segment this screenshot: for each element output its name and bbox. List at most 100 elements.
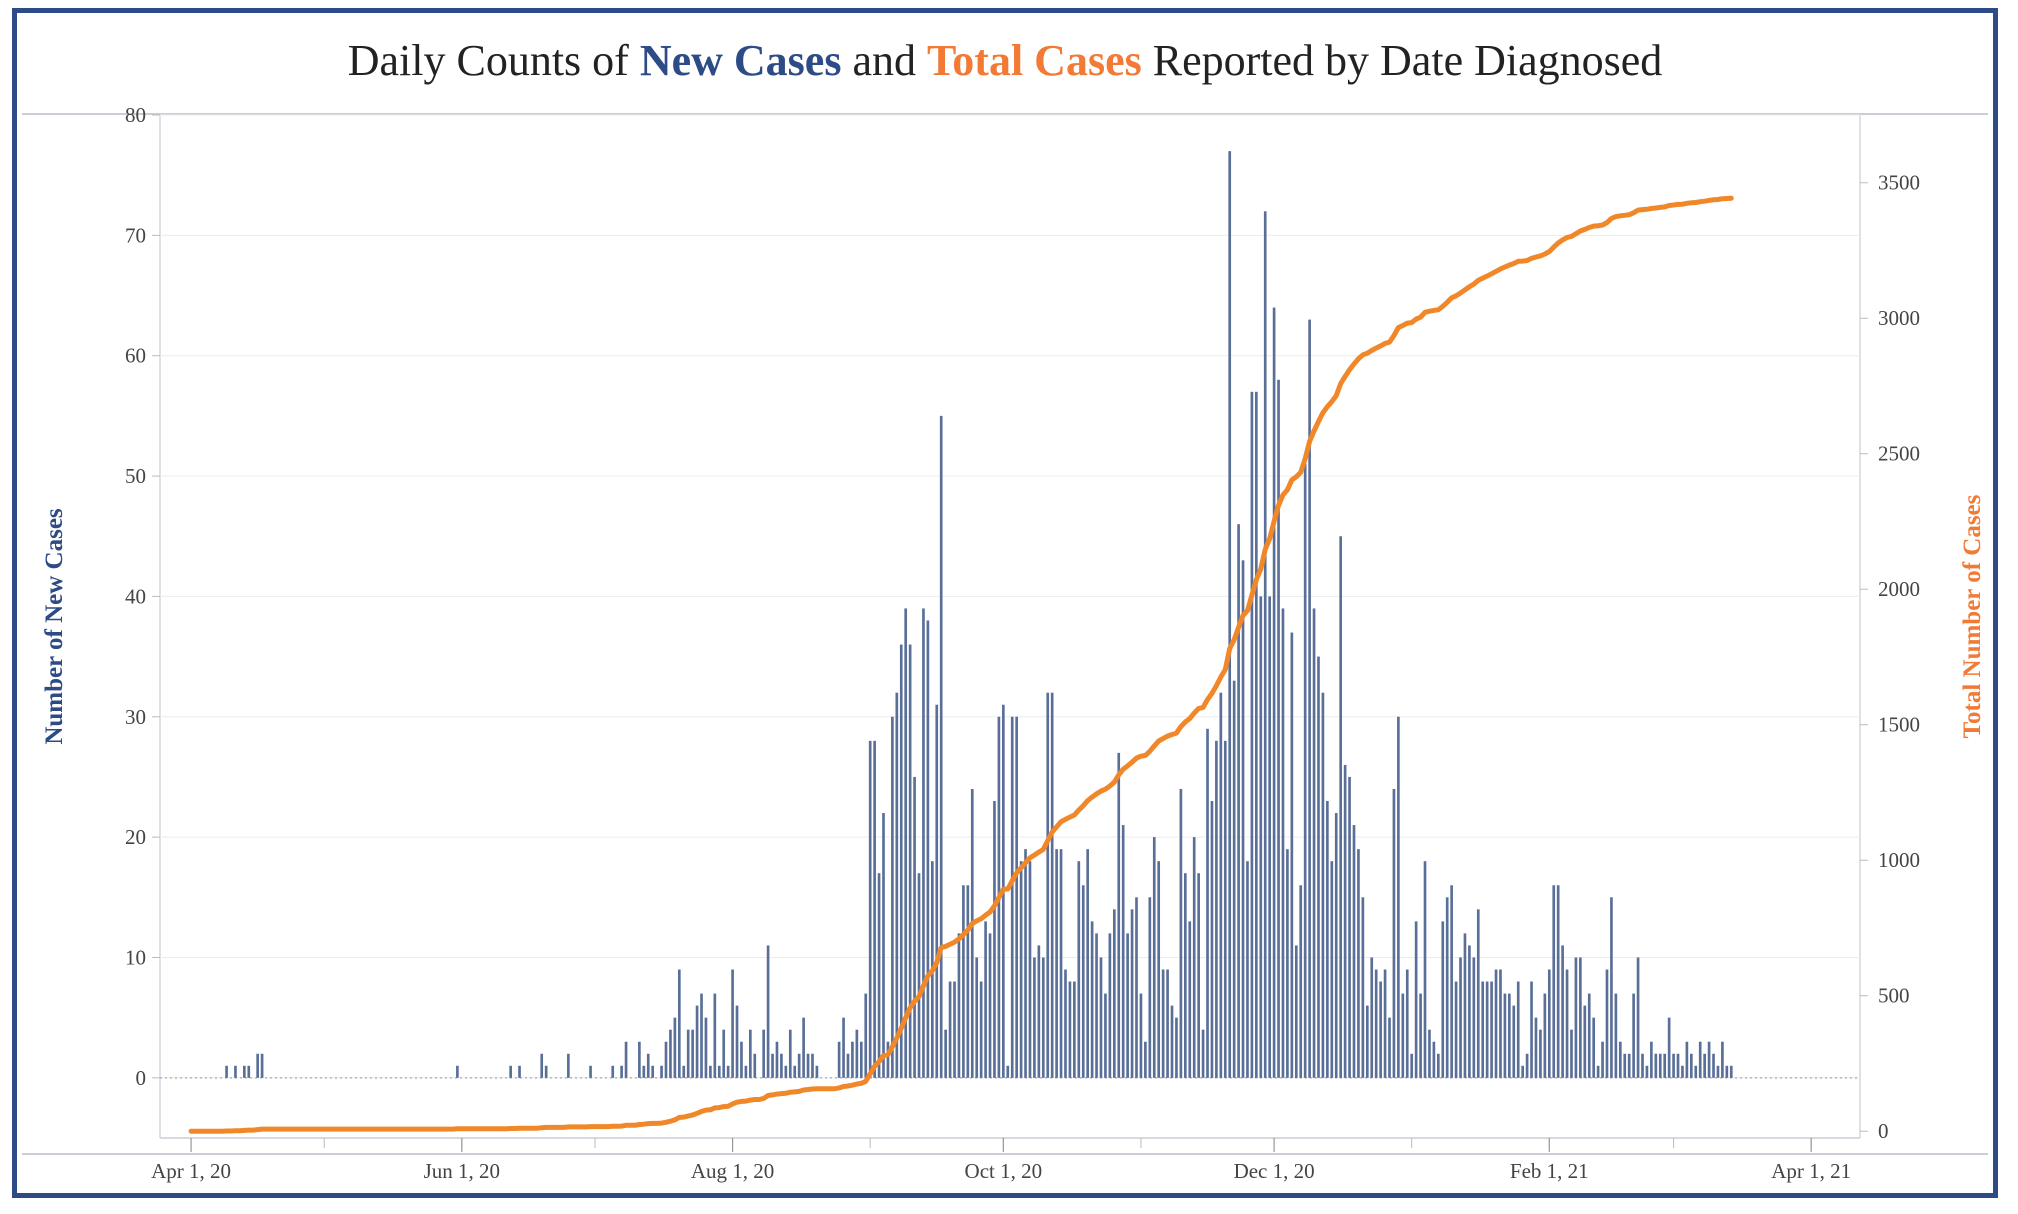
new-cases-bar <box>1503 993 1507 1078</box>
new-cases-bar <box>1512 1005 1516 1078</box>
new-cases-bar <box>1241 560 1245 1078</box>
new-cases-bar <box>1064 969 1067 1078</box>
new-cases-bar <box>660 1065 663 1078</box>
new-cases-bar <box>544 1065 548 1078</box>
new-cases-bar <box>1250 391 1254 1078</box>
new-cases-bar <box>1201 1029 1205 1078</box>
y-axis-title: Number of New Cases <box>41 508 68 745</box>
new-cases-bar <box>1161 969 1165 1078</box>
new-cases-bar <box>1334 813 1338 1078</box>
y-tick-label: 30 <box>125 705 146 729</box>
new-cases-bar <box>873 740 876 1078</box>
new-cases-bar <box>1139 993 1143 1078</box>
new-cases-bar <box>771 1053 774 1078</box>
new-cases-bar <box>1614 993 1618 1078</box>
new-cases-bar <box>1104 993 1107 1078</box>
new-cases-bar <box>1441 921 1445 1078</box>
new-cases-bar <box>753 1053 757 1078</box>
new-cases-bar <box>970 788 974 1078</box>
new-cases-bar <box>899 644 903 1078</box>
new-cases-bar <box>1579 957 1582 1078</box>
new-cases-bar <box>646 1053 650 1078</box>
y-tick-label: 60 <box>125 344 146 368</box>
new-cases-bar <box>225 1065 228 1078</box>
y-tick-label: 80 <box>125 103 146 127</box>
new-cases-bar <box>1237 524 1240 1078</box>
new-cases-bar <box>766 945 770 1078</box>
new-cases-bar <box>1112 909 1116 1078</box>
new-cases-bar <box>1712 1053 1715 1078</box>
new-cases-bar <box>1281 608 1285 1078</box>
new-cases-bar <box>1010 716 1014 1078</box>
new-cases-bar <box>806 1053 810 1078</box>
y2-tick-label: 3000 <box>1878 306 1920 330</box>
new-cases-bar <box>1627 1053 1631 1078</box>
new-cases-bar <box>1339 536 1343 1078</box>
new-cases-bar <box>793 1065 797 1078</box>
new-cases-bar <box>1095 933 1098 1078</box>
new-cases-bar <box>855 1029 859 1078</box>
new-cases-bar <box>1348 776 1351 1078</box>
new-cases-bar <box>1050 692 1054 1078</box>
new-cases-bar <box>1290 632 1294 1078</box>
new-cases-bar <box>1263 211 1267 1078</box>
new-cases-bar <box>638 1041 641 1078</box>
new-cases-bar <box>948 981 952 1078</box>
y-tick-label: 50 <box>125 464 146 488</box>
new-cases-bar <box>1690 1053 1693 1078</box>
new-cases-bar <box>1481 981 1485 1078</box>
new-cases-bar <box>815 1065 819 1078</box>
new-cases-bar <box>975 957 979 1078</box>
bottom-divider <box>22 1153 1988 1155</box>
new-cases-bar <box>735 1005 739 1078</box>
new-cases-bar <box>877 873 881 1078</box>
new-cases-bar <box>962 885 965 1078</box>
new-cases-bar <box>567 1053 570 1078</box>
new-cases-bar <box>1321 692 1325 1078</box>
new-cases-bar <box>726 1065 730 1078</box>
new-cases-bar <box>891 716 894 1078</box>
title-prefix: Daily Counts of <box>347 36 640 85</box>
new-cases-bar <box>775 1041 779 1078</box>
new-cases-bar <box>1436 1053 1440 1078</box>
new-cases-bar <box>1547 969 1551 1078</box>
y-tick-label: 40 <box>125 584 146 608</box>
new-cases-bar <box>1374 969 1378 1078</box>
new-cases-bar <box>1476 909 1480 1078</box>
y2-tick-label: 1500 <box>1878 713 1920 737</box>
new-cases-bar <box>740 1041 743 1078</box>
new-cases-bar <box>1223 740 1227 1078</box>
new-cases-bar <box>1539 1029 1542 1078</box>
new-cases-bar <box>1463 933 1467 1078</box>
new-cases-bar <box>851 1041 854 1078</box>
x-tick-label: Dec 1, 20 <box>1234 1159 1315 1183</box>
new-cases-bar <box>1006 1065 1010 1078</box>
new-cases-bar <box>669 1029 672 1078</box>
total-cases-line <box>188 195 1734 1134</box>
new-cases-bar <box>1450 885 1453 1078</box>
x-tick-label: Oct 1, 20 <box>965 1159 1043 1183</box>
new-cases-bar <box>1361 897 1365 1078</box>
new-cases-bar <box>1308 319 1311 1078</box>
new-cases-bar <box>1317 656 1320 1078</box>
new-cases-bar <box>1419 993 1422 1078</box>
x-tick-label: Apr 1, 21 <box>1771 1159 1851 1183</box>
new-cases-bar <box>1188 921 1192 1078</box>
new-cases-bar <box>1210 801 1214 1078</box>
title-suffix: Reported by Date Diagnosed <box>1141 36 1663 85</box>
new-cases-bar <box>1019 861 1023 1078</box>
new-cases-bar <box>1725 1065 1729 1078</box>
new-cases-bar <box>664 1041 668 1078</box>
new-cases-bar <box>1272 307 1276 1078</box>
new-cases-bar <box>1654 1053 1658 1078</box>
new-cases-bar <box>1428 1029 1431 1078</box>
new-cases-bar <box>859 1041 863 1078</box>
new-cases-bar <box>256 1053 259 1078</box>
new-cases-bar <box>1397 716 1400 1078</box>
new-cases-bar <box>1268 596 1271 1078</box>
new-cases-bar <box>1059 849 1063 1078</box>
new-cases-bar <box>1729 1065 1733 1078</box>
new-cases-bar <box>1663 1053 1667 1078</box>
title-mid: and <box>841 36 927 85</box>
new-cases-bar <box>784 1065 788 1078</box>
